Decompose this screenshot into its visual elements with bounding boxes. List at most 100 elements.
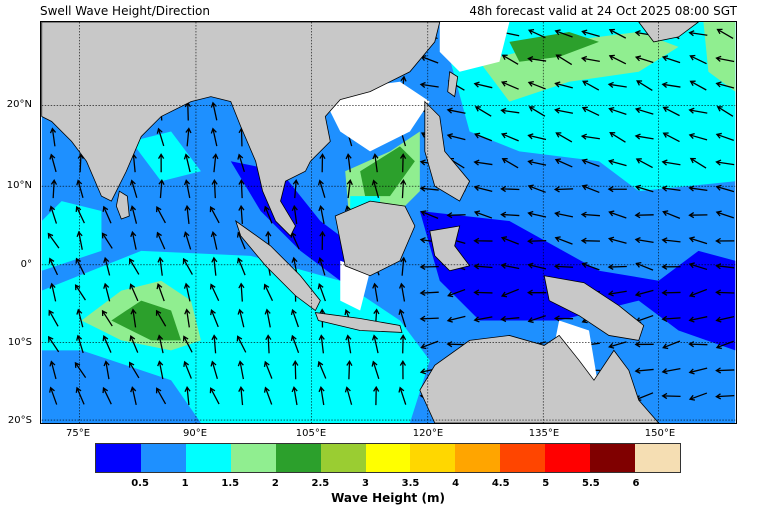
swell-arrow — [500, 132, 519, 142]
swell-arrow — [528, 106, 546, 117]
swell-arrow — [662, 210, 681, 219]
swell-arrow — [129, 334, 139, 353]
swell-arrow — [210, 309, 219, 328]
colorbar-swatch — [500, 444, 546, 472]
swell-arrow — [473, 81, 493, 89]
swell-arrow — [527, 315, 546, 324]
swell-arrow — [74, 284, 86, 301]
swell-arrow — [290, 334, 300, 354]
swell-arrow — [609, 132, 626, 143]
swell-arrow — [184, 308, 191, 328]
swell-arrow — [715, 289, 735, 296]
lon-label: 90°E — [182, 428, 208, 439]
swell-arrow — [420, 340, 439, 350]
swell-arrow — [157, 334, 164, 354]
swell-arrow — [688, 133, 708, 141]
swell-arrow — [527, 289, 547, 296]
swell-arrow — [400, 178, 407, 199]
swell-arrow — [419, 289, 439, 297]
swell-arrow — [607, 81, 627, 88]
swell-arrow — [607, 186, 627, 193]
swell-arrow — [661, 159, 681, 166]
swell-arrow — [156, 127, 165, 147]
swell-arrow — [372, 153, 379, 173]
swell-arrow — [184, 204, 191, 225]
swell-arrow — [608, 210, 627, 219]
swell-arrow — [580, 237, 600, 244]
swell-arrow — [473, 316, 493, 323]
swell-arrow — [661, 237, 681, 244]
swell-arrow — [183, 360, 192, 379]
swell-arrow — [155, 387, 167, 405]
swell-arrow — [473, 289, 493, 296]
swell-arrow — [183, 231, 192, 250]
colorbar-swatch — [96, 444, 141, 472]
swell-arrow — [554, 158, 573, 168]
swell-arrow — [212, 153, 219, 173]
swell-arrow — [319, 230, 326, 250]
swell-arrow — [49, 153, 57, 173]
swell-arrow — [662, 106, 680, 117]
swell-arrow — [103, 360, 110, 380]
swell-arrow — [689, 157, 707, 169]
swell-arrow — [555, 54, 573, 66]
swell-arrow — [76, 308, 84, 328]
colorbar-tick: 0.5 — [131, 478, 149, 489]
swell-arrow — [155, 309, 167, 327]
swell-arrow — [50, 178, 58, 199]
swell-arrow — [688, 236, 708, 245]
land-philippines — [424, 100, 471, 202]
swell-arrow — [688, 367, 708, 375]
swell-arrow — [48, 257, 59, 276]
swell-arrow — [263, 205, 273, 224]
swell-arrow — [661, 263, 681, 270]
swell-arrow — [580, 211, 600, 218]
land-asia-mainland — [41, 22, 441, 237]
colorbar-tick: 2 — [271, 478, 279, 489]
swell-arrow — [103, 282, 111, 302]
swell-arrow — [446, 315, 466, 323]
swell-arrow — [661, 81, 681, 88]
colorbar-swatch — [140, 444, 186, 472]
swell-arrow — [661, 185, 681, 192]
graticule — [41, 22, 736, 423]
swell-arrow — [317, 360, 327, 379]
swell-arrow — [373, 385, 380, 406]
swell-arrow — [474, 132, 493, 142]
swell-arrow — [210, 101, 218, 121]
swell-arrow — [715, 55, 735, 63]
swell-arrow — [399, 334, 407, 354]
swell-arrow — [210, 360, 218, 380]
swell-arrow — [130, 386, 137, 406]
swell-arrow — [500, 236, 519, 245]
swell-arrow — [688, 341, 708, 348]
colorbar-tick: 1.5 — [221, 478, 240, 489]
swell-arrow — [420, 210, 439, 219]
swell-arrow — [157, 360, 164, 380]
swell-arrow — [47, 335, 60, 353]
swell-arrow — [635, 158, 653, 169]
land-new-guinea — [543, 275, 645, 341]
swell-arrow — [346, 179, 353, 199]
swell-arrow — [689, 80, 707, 91]
swell-arrow — [661, 55, 681, 64]
swell-arrow — [156, 283, 165, 302]
swell-arrow — [318, 386, 325, 406]
colorbar — [95, 443, 681, 473]
swell-arrow — [636, 80, 653, 91]
swell-arrow — [716, 106, 734, 117]
swell-arrow — [263, 283, 274, 302]
lon-label: 105°E — [295, 428, 327, 439]
swell-arrow — [527, 80, 546, 90]
swell-arrow — [688, 212, 708, 219]
land-sri-lanka — [115, 190, 130, 220]
swell-arrow — [344, 386, 353, 405]
colorbar-tick: 3.5 — [401, 478, 420, 489]
swell-arrow — [715, 81, 735, 89]
lon-label: 135°E — [528, 428, 560, 439]
swell-arrow — [237, 153, 245, 173]
swell-arrow — [688, 288, 708, 298]
swell-arrow — [527, 29, 546, 39]
colorbar-swatch — [590, 444, 636, 472]
swell-arrow — [419, 185, 439, 192]
